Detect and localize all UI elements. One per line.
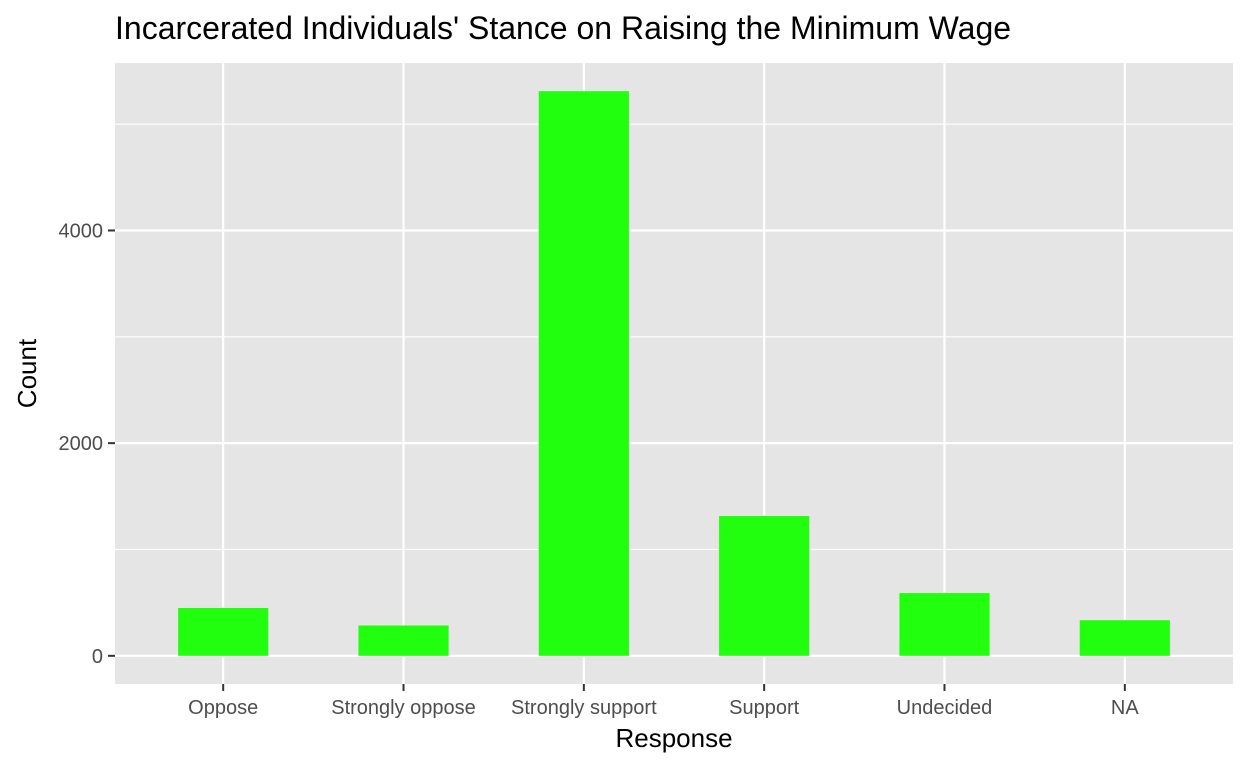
- x-tick-label: Oppose: [188, 697, 258, 719]
- bar-3: [719, 515, 810, 656]
- x-tick-label: Strongly support: [511, 697, 657, 719]
- bar-2: [538, 91, 629, 656]
- plot-panel: [115, 63, 1233, 684]
- x-axis-title: Response: [615, 723, 732, 753]
- bar-4: [899, 593, 990, 656]
- y-axis: 0 2000 4000: [59, 220, 115, 668]
- minor-gridlines: [115, 123, 1233, 551]
- x-axis: Oppose Strongly oppose Strongly support Sup…: [188, 684, 1139, 719]
- y-tick-label: 4000: [59, 220, 104, 242]
- bar-5: [1079, 620, 1170, 656]
- x-tick-label: NA: [1111, 697, 1139, 719]
- x-tick-label: Strongly oppose: [331, 697, 476, 719]
- x-tick-label: Support: [729, 697, 799, 719]
- bar-1: [358, 625, 449, 656]
- y-tick-label: 2000: [59, 433, 104, 455]
- y-tick-label: 0: [92, 646, 103, 668]
- bars: [178, 91, 1170, 656]
- bar-0: [178, 607, 269, 656]
- chart-title: Incarcerated Individuals' Stance on Rais…: [115, 10, 1011, 46]
- x-tick-label: Undecided: [897, 697, 993, 719]
- y-axis-title: Count: [12, 338, 42, 408]
